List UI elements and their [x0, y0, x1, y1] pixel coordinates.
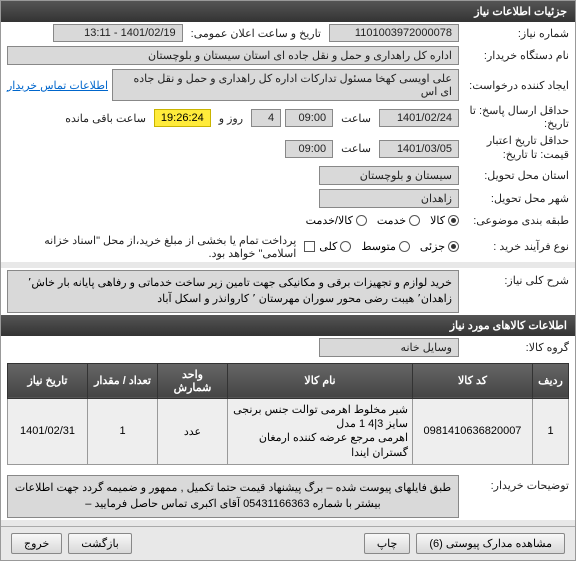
- row-description: شرح کلی نیاز: خرید لوازم و تجهیزات برقی …: [1, 268, 575, 315]
- need-no-value: 1101003972000078: [329, 24, 459, 42]
- radio-dot-icon: [340, 241, 351, 252]
- panel-header: جزئیات اطلاعات نیاز: [1, 1, 575, 22]
- footer-bar: مشاهده مدارک پیوستی (6) چاپ بازگشت خروج: [1, 526, 575, 560]
- cell-name: شیر مخلوط اهرمی توالت جنس برنجی سایز 3|4…: [228, 398, 413, 464]
- validity-hour: 09:00: [285, 140, 333, 158]
- goods-group-label: گروه کالا:: [459, 341, 569, 354]
- buyer-notes-text: طبق فایلهای پیوست شده – برگ پیشنهاد قیمت…: [7, 475, 459, 518]
- day-label: روز و: [215, 112, 247, 125]
- requester-label: ایجاد کننده درخواست:: [459, 79, 569, 92]
- city-label: شهر محل تحویل:: [459, 192, 569, 205]
- table-row[interactable]: 1 0981410636820007 شیر مخلوط اهرمی توالت…: [8, 398, 569, 464]
- col-code: کد کالا: [413, 363, 533, 398]
- category-label: طبقه بندی موضوعی:: [459, 214, 569, 227]
- process-label: نوع فرآیند خرید :: [459, 240, 569, 253]
- row-category: طبقه بندی موضوعی: کالا خدمت کالا/خدمت: [1, 210, 575, 232]
- row-goods-group: گروه کالا: وسایل خانه: [1, 336, 575, 359]
- goods-group-value: وسایل خانه: [319, 338, 459, 357]
- remaining-time: 19:26:24: [154, 109, 211, 127]
- row-need-no: شماره نیاز: 1101003972000078 تاریخ و ساع…: [1, 22, 575, 44]
- radio-partial[interactable]: جزئی: [420, 240, 459, 253]
- attachments-button[interactable]: مشاهده مدارک پیوستی (6): [416, 533, 565, 554]
- cell-qty: 1: [88, 398, 158, 464]
- goods-table-wrap: ردیف کد کالا نام کالا واحد شمارش تعداد /…: [1, 359, 575, 469]
- desc-text: خرید لوازم و تجهیزات برقی و مکانیکی جهت …: [7, 270, 459, 313]
- cell-date: 1401/02/31: [8, 398, 88, 464]
- col-date: تاریخ نیاز: [8, 363, 88, 398]
- hour-label-1: ساعت: [337, 112, 375, 125]
- deadline-hour: 09:00: [285, 109, 333, 127]
- radio-goods-label: کالا: [430, 214, 445, 227]
- radio-large-label: کلی: [319, 240, 337, 253]
- radio-service-label: خدمت: [377, 214, 406, 227]
- goods-panel-title: اطلاعات کالاهای مورد نیاز: [450, 320, 567, 332]
- desc-label: شرح کلی نیاز:: [459, 270, 569, 287]
- validity-date: 1401/03/05: [379, 140, 459, 158]
- back-button[interactable]: بازگشت: [68, 533, 132, 554]
- announce-label: تاریخ و ساعت اعلان عمومی:: [187, 27, 325, 40]
- need-no-label: شماره نیاز:: [459, 27, 569, 40]
- announce-value: 1401/02/19 - 13:11: [53, 24, 183, 42]
- goods-table: ردیف کد کالا نام کالا واحد شمارش تعداد /…: [7, 363, 569, 465]
- exit-button[interactable]: خروج: [11, 533, 62, 554]
- radio-dot-icon: [448, 241, 459, 252]
- cell-code: 0981410636820007: [413, 398, 533, 464]
- radio-partial-label: جزئی: [420, 240, 445, 253]
- requester-value: علی اویسی کهخا مسئول تدارکات اداره کل را…: [112, 69, 459, 101]
- radio-goods-service[interactable]: کالا/خدمت: [306, 214, 367, 227]
- cell-unit: عدد: [158, 398, 228, 464]
- radio-dot-icon: [409, 215, 420, 226]
- days-value: 4: [251, 109, 281, 127]
- contact-link[interactable]: اطلاعات تماس خریدار: [7, 79, 108, 92]
- payment-checkbox[interactable]: [304, 241, 315, 252]
- buyer-notes-label: توضیحات خریدار:: [459, 475, 569, 492]
- row-deadline: حداقل ارسال پاسخ: تا تاریخ: 1401/02/24 س…: [1, 103, 575, 133]
- col-unit: واحد شمارش: [158, 363, 228, 398]
- province-value: سیستان و بلوچستان: [319, 166, 459, 185]
- buyer-org-label: نام دستگاه خریدار:: [459, 49, 569, 62]
- row-buyer-org: نام دستگاه خریدار: اداره کل راهداری و حم…: [1, 44, 575, 67]
- radio-dot-icon: [356, 215, 367, 226]
- col-qty: تعداد / مقدار: [88, 363, 158, 398]
- radio-medium[interactable]: متوسط: [361, 240, 410, 253]
- province-label: استان محل تحویل:: [459, 169, 569, 182]
- buyer-org-value: اداره کل راهداری و حمل و نقل جاده ای است…: [7, 46, 459, 65]
- payment-note: پرداخت تمام یا بخشی از مبلغ خرید،از محل …: [7, 234, 300, 260]
- row-requester: ایجاد کننده درخواست: علی اویسی کهخا مسئو…: [1, 67, 575, 103]
- row-process: نوع فرآیند خرید : جزئی متوسط کلی پرداخت …: [1, 232, 575, 262]
- deadline-label: حداقل ارسال پاسخ: تا تاریخ:: [459, 105, 569, 131]
- validity-label: حداقل تاریخ اعتبار قیمت: تا تاریخ:: [459, 135, 569, 161]
- deadline-date: 1401/02/24: [379, 109, 459, 127]
- goods-panel-header: اطلاعات کالاهای مورد نیاز: [1, 315, 575, 336]
- radio-goods-service-label: کالا/خدمت: [306, 214, 353, 227]
- cell-index: 1: [533, 398, 569, 464]
- radio-dot-icon: [399, 241, 410, 252]
- col-name: نام کالا: [228, 363, 413, 398]
- row-buyer-notes: توضیحات خریدار: طبق فایلهای پیوست شده – …: [1, 469, 575, 520]
- print-button[interactable]: چاپ: [364, 533, 411, 554]
- remaining-label: ساعت باقی مانده: [61, 112, 150, 125]
- radio-large[interactable]: کلی: [319, 240, 351, 253]
- row-city: شهر محل تحویل: زاهدان: [1, 187, 575, 210]
- row-province: استان محل تحویل: سیستان و بلوچستان: [1, 164, 575, 187]
- radio-medium-label: متوسط: [361, 240, 396, 253]
- row-validity: حداقل تاریخ اعتبار قیمت: تا تاریخ: 1401/…: [1, 133, 575, 163]
- hour-label-2: ساعت: [337, 142, 375, 155]
- city-value: زاهدان: [319, 189, 459, 208]
- panel-title: جزئیات اطلاعات نیاز: [474, 6, 567, 18]
- table-header-row: ردیف کد کالا نام کالا واحد شمارش تعداد /…: [8, 363, 569, 398]
- radio-service[interactable]: خدمت: [377, 214, 420, 227]
- radio-goods[interactable]: کالا: [430, 214, 459, 227]
- radio-dot-icon: [448, 215, 459, 226]
- col-index: ردیف: [533, 363, 569, 398]
